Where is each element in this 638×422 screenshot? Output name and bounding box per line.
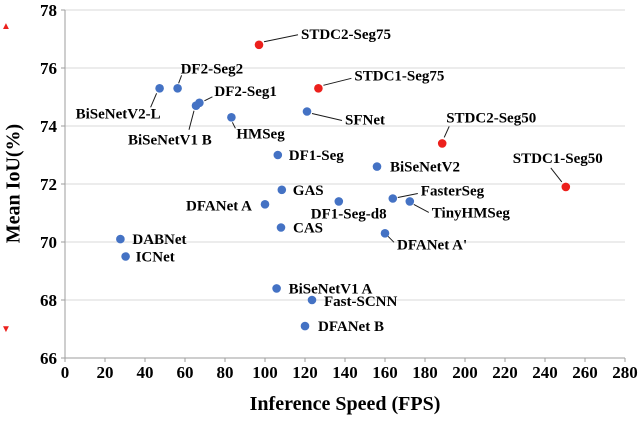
- y-tick-label: 68: [40, 291, 57, 310]
- data-point-label: DF1-Seg-d8: [311, 206, 387, 222]
- y-tick-label: 72: [40, 175, 57, 194]
- data-point-label: BiSeNetV2: [390, 160, 460, 176]
- x-tick-label: 180: [412, 363, 438, 382]
- data-point-dfanet-a: [260, 200, 270, 209]
- data-point-label: BiSeNetV1 B: [128, 133, 212, 149]
- label-leader-line: [387, 235, 395, 243]
- data-point-label: STDC1-Seg50: [513, 151, 603, 167]
- label-leader-line: [204, 96, 213, 102]
- label-leader-line: [311, 113, 343, 121]
- label-leader-line: [150, 93, 158, 108]
- data-point-stdc2-seg50: [437, 139, 447, 148]
- data-point-stdc2-seg75: [254, 40, 264, 50]
- x-tick-label: 160: [372, 363, 398, 382]
- data-point-label: DF1-Seg: [289, 148, 344, 164]
- data-point-bisenetv2-l: [155, 84, 164, 93]
- x-tick-label: 280: [612, 363, 638, 382]
- data-point-tinyhmseg: [405, 197, 415, 206]
- y-tick-label: 76: [40, 59, 57, 78]
- label-leader-line: [443, 126, 450, 138]
- data-point-label: BiSeNetV1 A: [289, 281, 373, 297]
- data-point-label: ICNet: [136, 250, 175, 266]
- label-leader-line: [188, 110, 195, 130]
- data-point-cas: [276, 223, 286, 232]
- x-tick-label: 60: [177, 363, 194, 382]
- x-axis-title: Inference Speed (FPS): [249, 393, 441, 415]
- x-tick-label: 240: [532, 363, 558, 382]
- data-point-label: FasterSeg: [421, 184, 485, 200]
- data-point-fasterseg: [388, 194, 398, 203]
- x-tick-label: 260: [572, 363, 598, 382]
- label-leader-line: [550, 167, 563, 183]
- label-leader-line: [397, 193, 418, 198]
- data-point-bisenetv1-a: [272, 284, 281, 293]
- data-point-label: BiSeNetV2-L: [76, 106, 161, 122]
- data-point-label: SFNet: [345, 113, 385, 129]
- x-tick-label: 20: [97, 363, 114, 382]
- data-point-dfanet-a-: [380, 229, 390, 238]
- y-tick-label: 66: [40, 349, 57, 368]
- x-tick-label: 80: [217, 363, 234, 382]
- data-point-label: DABNet: [132, 232, 186, 248]
- data-point-label: HMSeg: [236, 126, 285, 142]
- x-tick-label: 120: [292, 363, 318, 382]
- data-point-dfanet-b: [300, 321, 310, 331]
- data-point-icnet: [121, 252, 130, 261]
- y-axis-title: Mean IoU(%): [2, 123, 25, 244]
- data-point-bisenetv2: [372, 162, 382, 171]
- label-leader-line: [263, 34, 299, 43]
- data-point-label: STDC2-Seg50: [446, 110, 536, 126]
- data-point-label: STDC2-Seg75: [301, 27, 391, 43]
- data-point-stdc1-seg50: [561, 182, 571, 192]
- data-point-stdc1-seg75: [314, 84, 323, 93]
- x-tick-label: 140: [332, 363, 358, 382]
- y-tick-label: 70: [40, 233, 57, 252]
- data-point-label: DFANet A: [186, 198, 252, 214]
- x-tick-label: 100: [252, 363, 278, 382]
- data-point-label: DFANet A': [397, 237, 467, 253]
- label-leader-line: [231, 122, 236, 129]
- data-point-df1-seg: [273, 150, 283, 160]
- x-tick-label: 200: [452, 363, 478, 382]
- y-axis-up-arrow-icon: ▲: [1, 21, 11, 32]
- data-point-label: STDC1-Seg75: [354, 68, 444, 84]
- label-leader-line: [323, 77, 352, 86]
- data-point-bisenetv1-b: [191, 101, 201, 110]
- y-tick-label: 78: [40, 1, 57, 20]
- y-tick-label: 74: [40, 117, 58, 136]
- data-point-label: TinyHMSeg: [432, 205, 511, 221]
- x-tick-label: 0: [61, 363, 70, 382]
- data-point-dabnet: [116, 234, 125, 244]
- label-leader-line: [178, 75, 183, 84]
- label-leader-line: [413, 203, 430, 213]
- data-point-label: Fast-SCNN: [324, 294, 397, 310]
- data-point-label: DF2-Seg2: [181, 61, 244, 77]
- data-point-df1-seg-d8: [334, 197, 344, 206]
- x-tick-label: 40: [137, 363, 154, 382]
- data-point-label: DF2-Seg1: [214, 84, 277, 100]
- data-point-df2-seg2: [173, 84, 182, 93]
- data-point-label: CAS: [293, 221, 323, 237]
- data-point-gas: [277, 185, 287, 195]
- data-point-fast-scnn: [307, 295, 317, 305]
- x-tick-label: 220: [492, 363, 518, 382]
- data-point-label: DFANet B: [318, 319, 384, 335]
- data-point-sfnet: [302, 107, 312, 116]
- data-point-hmseg: [227, 113, 236, 122]
- y-axis-down-arrow-icon: ▼: [1, 324, 11, 335]
- data-point-label: GAS: [293, 183, 324, 199]
